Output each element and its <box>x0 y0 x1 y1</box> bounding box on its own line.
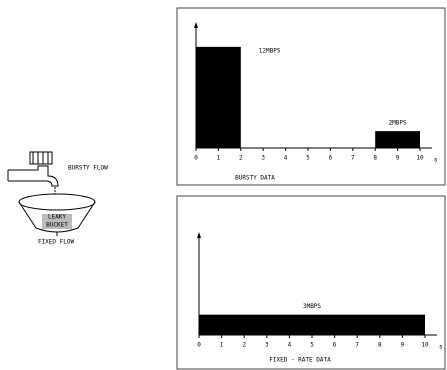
x-unit: s <box>439 344 443 351</box>
x-tick-label: 0 <box>194 155 198 162</box>
x-tick-label: 3 <box>261 155 265 162</box>
x-tick-label: 4 <box>288 342 292 349</box>
value-label: 3MBPS <box>303 303 321 310</box>
value-label: 2MBPS <box>389 120 407 127</box>
x-axis-label: FIXED - RATE DATA <box>269 357 331 364</box>
bar <box>196 47 241 148</box>
x-tick-label: 7 <box>355 342 359 349</box>
x-tick-label: 2 <box>239 155 243 162</box>
x-tick-label: 10 <box>421 342 429 349</box>
x-tick-label: 4 <box>284 155 288 162</box>
page: BURSTY FLOW LEAKY BUCKET FIXED FLOW 0 1 2 3… <box>0 0 447 370</box>
bucket-label: BUCKET <box>46 222 68 229</box>
bar <box>375 131 420 148</box>
x-axis-label: BURSTY DATA <box>235 175 275 182</box>
y-axis-arrow <box>194 22 198 28</box>
x-tick-label: 2 <box>242 342 246 349</box>
x-tick-label: 1 <box>217 155 221 162</box>
x-tick-label: 5 <box>310 342 314 349</box>
x-unit: s <box>434 157 438 164</box>
x-tick-label: 0 <box>197 342 201 349</box>
bar <box>199 315 425 335</box>
x-tick-label: 3 <box>265 342 269 349</box>
x-tick-label: 1 <box>220 342 224 349</box>
y-axis-arrow <box>197 232 201 238</box>
x-tick-label: 7 <box>351 155 355 162</box>
x-tick-label: 8 <box>373 155 377 162</box>
value-label: 12MBPS <box>259 47 281 54</box>
x-tick-label: 8 <box>378 342 382 349</box>
output-label: FIXED FLOW <box>38 239 75 246</box>
x-tick-label: 6 <box>329 155 333 162</box>
x-tick-label: 9 <box>396 155 400 162</box>
bucket-label: LEAKY <box>48 214 66 221</box>
x-tick-label: 6 <box>333 342 337 349</box>
input-label: BURSTY FLOW <box>68 165 108 172</box>
x-tick-label: 5 <box>306 155 310 162</box>
x-tick-label: 9 <box>401 342 405 349</box>
x-tick-label: 10 <box>416 155 424 162</box>
